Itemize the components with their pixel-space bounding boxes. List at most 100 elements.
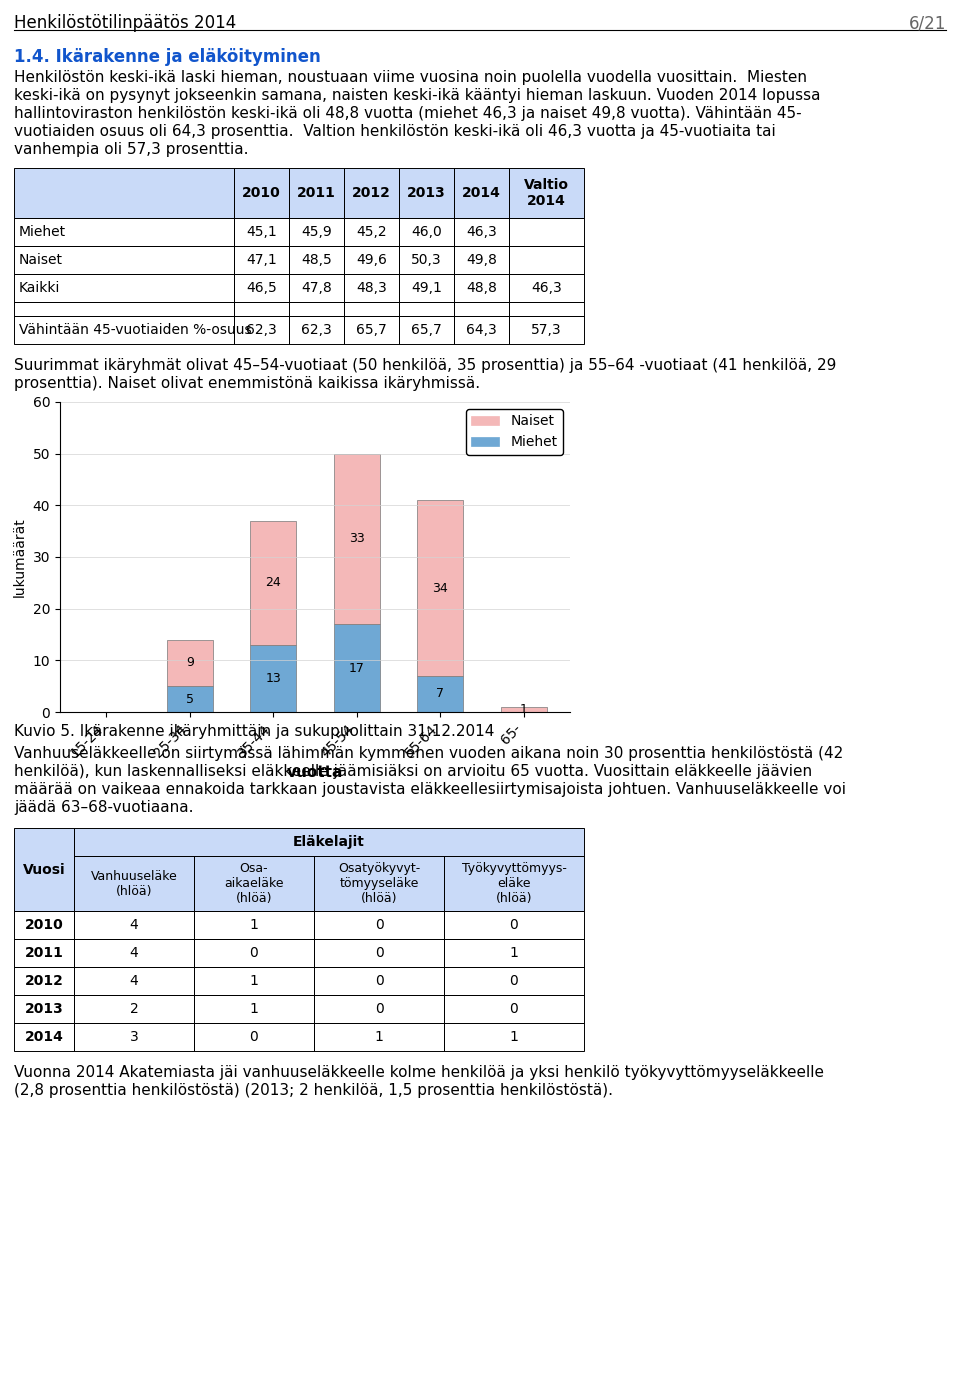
Text: 47,1: 47,1 bbox=[246, 254, 276, 267]
Text: Kuvio 5. Ikärakenne ikäryhmittäin ja sukupuolittain 31.12.2014: Kuvio 5. Ikärakenne ikäryhmittäin ja suk… bbox=[14, 723, 494, 739]
Text: 65,7: 65,7 bbox=[356, 323, 387, 337]
Bar bbox=[74, 995, 194, 1023]
Text: 49,1: 49,1 bbox=[411, 281, 442, 295]
Text: 1: 1 bbox=[250, 1002, 258, 1016]
Bar bbox=[14, 911, 74, 938]
Text: 48,5: 48,5 bbox=[301, 254, 332, 267]
Text: 2014: 2014 bbox=[462, 186, 501, 200]
Bar bbox=[74, 827, 584, 857]
Bar bbox=[444, 967, 584, 995]
Bar bbox=[444, 857, 584, 911]
Bar bbox=[194, 938, 314, 967]
Bar bbox=[14, 967, 74, 995]
Bar bbox=[289, 302, 344, 316]
Bar bbox=[194, 911, 314, 938]
Bar bbox=[314, 995, 444, 1023]
Bar bbox=[14, 302, 234, 316]
Bar bbox=[74, 967, 194, 995]
Text: 0: 0 bbox=[374, 974, 383, 988]
Text: 46,3: 46,3 bbox=[531, 281, 562, 295]
Bar bbox=[399, 168, 454, 218]
Bar bbox=[289, 168, 344, 218]
Text: 64,3: 64,3 bbox=[467, 323, 497, 337]
Bar bbox=[344, 274, 399, 302]
Legend: Naiset, Miehet: Naiset, Miehet bbox=[466, 409, 564, 455]
Text: Miehet: Miehet bbox=[19, 225, 66, 238]
Text: määrää on vaikeaa ennakoida tarkkaan joustavista eläkkeellesiirtymisajoista joht: määrää on vaikeaa ennakoida tarkkaan jou… bbox=[14, 782, 846, 797]
Text: Osa-
aikaeläke
(hlöä): Osa- aikaeläke (hlöä) bbox=[225, 862, 284, 905]
Bar bbox=[14, 827, 74, 911]
Text: Vanhuuseläke
(hlöä): Vanhuuseläke (hlöä) bbox=[90, 869, 178, 898]
Text: 2011: 2011 bbox=[25, 947, 63, 960]
Bar bbox=[234, 168, 289, 218]
Bar bbox=[194, 857, 314, 911]
Text: 0: 0 bbox=[510, 1002, 518, 1016]
Text: jäädä 63–68-vuotiaana.: jäädä 63–68-vuotiaana. bbox=[14, 800, 194, 815]
Bar bbox=[74, 1023, 194, 1051]
Bar bbox=[334, 624, 380, 712]
Text: Vähintään 45-vuotiaiden %-osuus: Vähintään 45-vuotiaiden %-osuus bbox=[19, 323, 252, 337]
Text: 2014: 2014 bbox=[25, 1030, 63, 1044]
Text: Henkilöstötilinpäätös 2014: Henkilöstötilinpäätös 2014 bbox=[14, 14, 236, 32]
Bar bbox=[509, 274, 584, 302]
Bar bbox=[509, 168, 584, 218]
Text: 57,3: 57,3 bbox=[531, 323, 562, 337]
Bar bbox=[289, 168, 344, 218]
Bar bbox=[74, 911, 194, 938]
Text: 62,3: 62,3 bbox=[246, 323, 276, 337]
Text: hallintoviraston henkilöstön keski-ikä oli 48,8 vuotta (miehet 46,3 ja naiset 49: hallintoviraston henkilöstön keski-ikä o… bbox=[14, 105, 802, 121]
Bar bbox=[74, 857, 194, 911]
Text: Naiset: Naiset bbox=[19, 254, 63, 267]
Bar bbox=[334, 453, 380, 624]
Bar bbox=[14, 995, 74, 1023]
Text: 1: 1 bbox=[510, 1030, 518, 1044]
Text: 2010: 2010 bbox=[242, 186, 281, 200]
Y-axis label: lukumäärät: lukumäärät bbox=[13, 517, 27, 597]
Bar bbox=[344, 245, 399, 274]
Text: 4: 4 bbox=[130, 918, 138, 931]
Bar bbox=[344, 168, 399, 218]
Text: 0: 0 bbox=[510, 974, 518, 988]
Bar bbox=[14, 938, 74, 967]
Text: Vanhuuseläkkeelle on siirtymässä lähimmän kymmenen vuoden aikana noin 30 prosent: Vanhuuseläkkeelle on siirtymässä lähimmä… bbox=[14, 746, 843, 761]
Text: henkilöä), kun laskennalliseksi eläkkeelle jäämisiäksi on arvioitu 65 vuotta. Vu: henkilöä), kun laskennalliseksi eläkkeel… bbox=[14, 764, 812, 779]
Bar bbox=[314, 857, 444, 911]
Bar bbox=[444, 938, 584, 967]
Bar bbox=[509, 218, 584, 245]
Text: 49,6: 49,6 bbox=[356, 254, 387, 267]
Text: Osatyökyvyt-
tömyyseläke
(hlöä): Osatyökyvyt- tömyyseläke (hlöä) bbox=[338, 862, 420, 905]
Bar bbox=[167, 640, 213, 686]
Bar bbox=[344, 316, 399, 344]
Bar bbox=[399, 302, 454, 316]
Bar bbox=[289, 274, 344, 302]
Bar bbox=[399, 316, 454, 344]
Text: Kaikki: Kaikki bbox=[19, 281, 60, 295]
Bar bbox=[399, 218, 454, 245]
Bar bbox=[509, 168, 584, 218]
Bar bbox=[509, 302, 584, 316]
Text: 1: 1 bbox=[250, 974, 258, 988]
Text: Työkyvyttömyys-
eläke
(hlöä): Työkyvyttömyys- eläke (hlöä) bbox=[462, 862, 566, 905]
Text: 45,1: 45,1 bbox=[246, 225, 276, 238]
Bar bbox=[289, 245, 344, 274]
Bar bbox=[194, 995, 314, 1023]
Bar bbox=[454, 316, 509, 344]
Bar bbox=[454, 218, 509, 245]
Bar bbox=[454, 245, 509, 274]
Text: 24: 24 bbox=[265, 577, 281, 589]
Text: Vuonna 2014 Akatemiasta jäi vanhuuseläkkeelle kolme henkilöä ja yksi henkilö työ: Vuonna 2014 Akatemiasta jäi vanhuuseläkk… bbox=[14, 1064, 824, 1080]
Bar bbox=[344, 168, 399, 218]
Text: 47,8: 47,8 bbox=[301, 281, 332, 295]
Bar bbox=[418, 676, 464, 712]
Text: Valtio
2014: Valtio 2014 bbox=[524, 177, 569, 208]
Bar bbox=[234, 274, 289, 302]
Bar bbox=[194, 1023, 314, 1051]
Bar bbox=[14, 274, 234, 302]
Text: 46,3: 46,3 bbox=[467, 225, 497, 238]
Text: 7: 7 bbox=[436, 687, 444, 700]
Bar bbox=[14, 218, 234, 245]
Text: keski-ikä on pysynyt jokseenkin samana, naisten keski-ikä kääntyi hieman laskuun: keski-ikä on pysynyt jokseenkin samana, … bbox=[14, 87, 821, 103]
Bar bbox=[14, 316, 234, 344]
Bar bbox=[167, 686, 213, 712]
Bar bbox=[344, 218, 399, 245]
